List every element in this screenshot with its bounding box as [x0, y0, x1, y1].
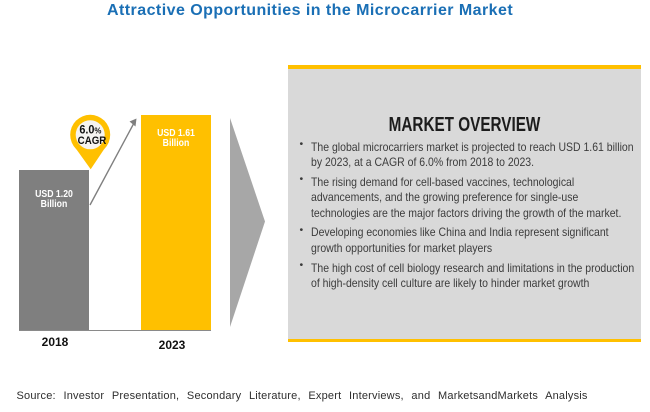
- svg-text:6.0%: 6.0%: [79, 124, 102, 136]
- svg-text:CAGR: CAGR: [78, 135, 107, 146]
